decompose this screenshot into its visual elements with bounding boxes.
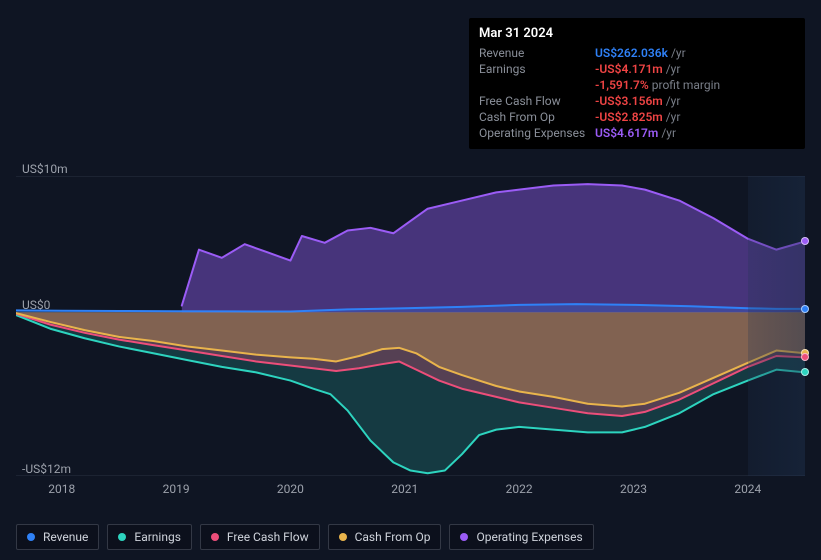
tooltip-row-value: -US$4.171m [595,62,663,76]
x-axis-label: 2020 [277,482,304,496]
tooltip-row-label: Earnings [479,62,595,76]
tooltip-row-label: Cash From Op [479,110,595,124]
tooltip-row: Earnings-US$4.171m/yr [479,61,795,77]
tooltip-row-unit: profit margin [652,78,720,92]
tooltip-rows: RevenueUS$262.036k/yrEarnings-US$4.171m/… [479,45,795,141]
legend-dot-icon [118,533,126,541]
tooltip-row-value: -US$2.825m [595,110,663,124]
financials-area-chart: Mar 31 2024 RevenueUS$262.036k/yrEarning… [0,0,821,560]
tooltip-row-label: Operating Expenses [479,126,595,140]
tooltip-row-value: -US$3.156m [595,94,663,108]
legend-item-revenue[interactable]: Revenue [16,524,99,550]
tooltip-date: Mar 31 2024 [479,26,795,41]
series-end-marker [801,305,809,313]
tooltip-row-label: Free Cash Flow [479,94,595,108]
series-end-marker [801,368,809,376]
tooltip-row-unit: /yr [666,62,681,76]
legend-item-earnings[interactable]: Earnings [107,524,192,550]
tooltip-row-value: US$4.617m [595,126,658,140]
x-axis-label: 2021 [391,482,418,496]
tooltip-row-unit: /yr [666,94,681,108]
tooltip-row: Free Cash Flow-US$3.156m/yr [479,93,795,109]
legend-dot-icon [460,533,468,541]
legend-dot-icon [27,533,35,541]
x-axis-label: 2018 [48,482,75,496]
legend-item-label: Earnings [134,530,181,544]
legend-item-label: Free Cash Flow [227,530,309,544]
chart-tooltip: Mar 31 2024 RevenueUS$262.036k/yrEarning… [469,18,805,149]
series-end-marker [801,353,809,361]
x-axis-label: 2024 [734,482,761,496]
legend-item-label: Revenue [43,530,88,544]
tooltip-row: Cash From Op-US$2.825m/yr [479,109,795,125]
legend-item-cfo[interactable]: Cash From Op [328,524,442,550]
plot-area[interactable] [16,176,805,476]
legend-dot-icon [339,533,347,541]
legend-item-fcf[interactable]: Free Cash Flow [200,524,320,550]
tooltip-row: -1,591.7%profit margin [479,77,795,93]
tooltip-row-label: Revenue [479,46,595,60]
legend-item-opex[interactable]: Operating Expenses [449,524,593,550]
tooltip-row-value: US$262.036k [595,46,668,60]
chart-legend: Revenue Earnings Free Cash Flow Cash From O… [16,524,594,550]
x-axis-label: 2019 [163,482,190,496]
legend-item-label: Operating Expenses [476,530,582,544]
tooltip-row-unit: /yr [666,110,681,124]
legend-item-label: Cash From Op [355,530,431,544]
series-end-marker [801,237,809,245]
tooltip-row: Operating ExpensesUS$4.617m/yr [479,125,795,141]
tooltip-row: RevenueUS$262.036k/yr [479,45,795,61]
x-axis-label: 2022 [506,482,533,496]
tooltip-row-value: -1,591.7% [595,78,649,92]
y-axis-label: US$10m [22,162,68,176]
tooltip-row-unit: /yr [661,126,676,140]
x-axis-label: 2023 [620,482,647,496]
plot-svg [16,176,805,476]
legend-dot-icon [211,533,219,541]
tooltip-row-unit: /yr [671,46,686,60]
